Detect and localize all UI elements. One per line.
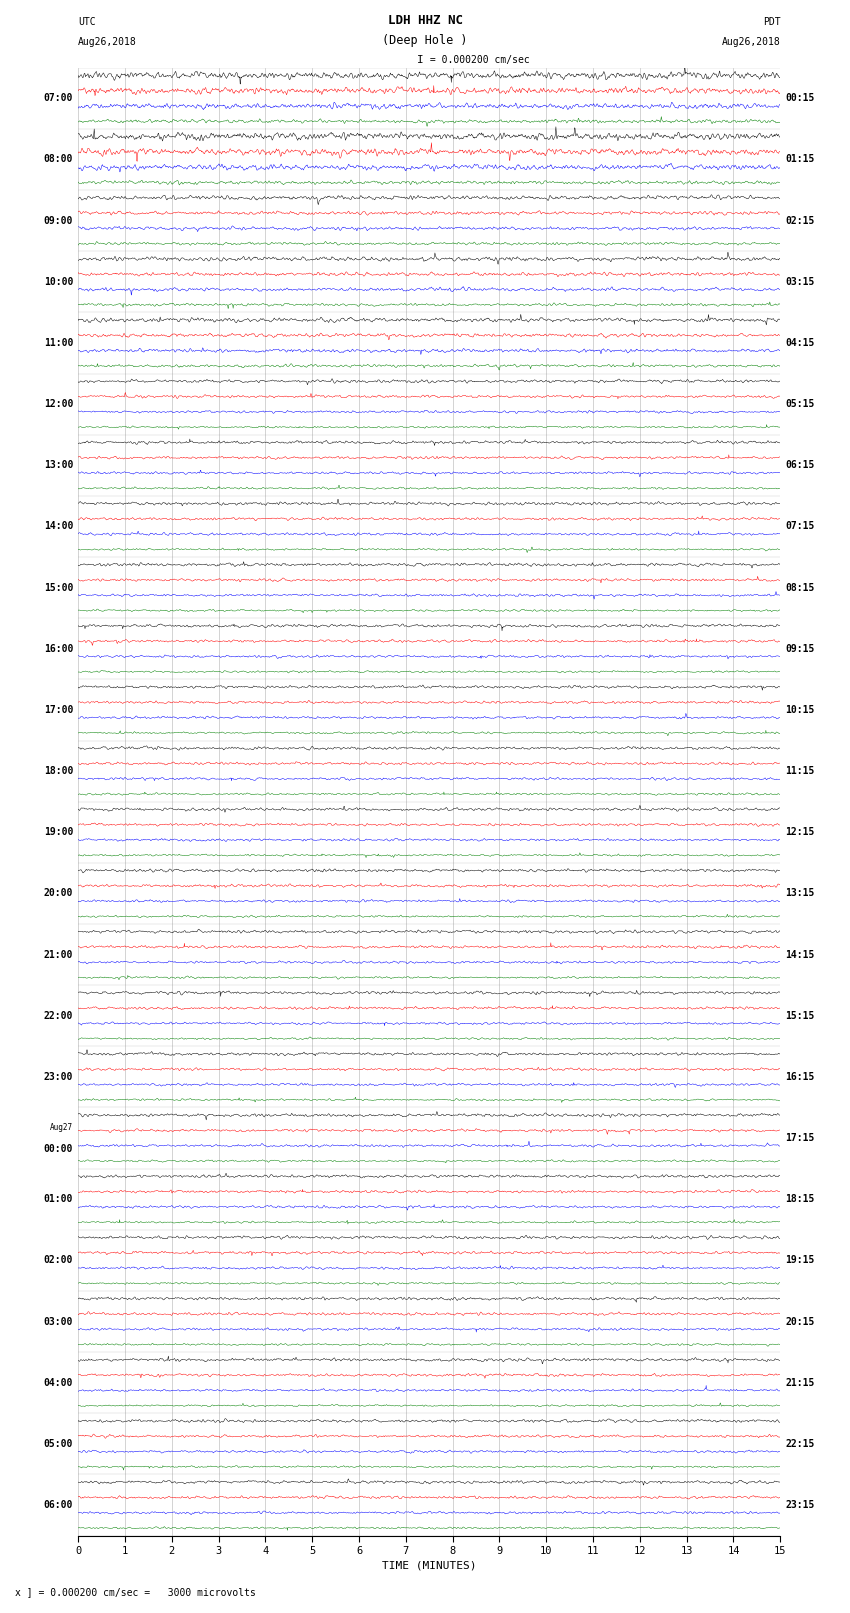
Text: 04:15: 04:15 (785, 339, 815, 348)
Text: 10:00: 10:00 (43, 277, 73, 287)
Text: 19:00: 19:00 (43, 827, 73, 837)
Text: Aug26,2018: Aug26,2018 (722, 37, 780, 47)
Text: 12:15: 12:15 (785, 827, 815, 837)
Text: Aug26,2018: Aug26,2018 (78, 37, 137, 47)
Text: I: I (416, 55, 423, 65)
Text: x ] = 0.000200 cm/sec =   3000 microvolts: x ] = 0.000200 cm/sec = 3000 microvolts (15, 1587, 256, 1597)
Text: 03:15: 03:15 (785, 277, 815, 287)
Text: = 0.000200 cm/sec: = 0.000200 cm/sec (424, 55, 530, 65)
Text: Aug27: Aug27 (50, 1123, 73, 1132)
Text: 02:15: 02:15 (785, 216, 815, 226)
Text: 14:15: 14:15 (785, 950, 815, 960)
X-axis label: TIME (MINUTES): TIME (MINUTES) (382, 1560, 477, 1569)
Text: 06:15: 06:15 (785, 460, 815, 471)
Text: 22:00: 22:00 (43, 1011, 73, 1021)
Text: 01:00: 01:00 (43, 1194, 73, 1205)
Text: 08:00: 08:00 (43, 155, 73, 165)
Text: 18:00: 18:00 (43, 766, 73, 776)
Text: 18:15: 18:15 (785, 1194, 815, 1205)
Text: 10:15: 10:15 (785, 705, 815, 715)
Text: 12:00: 12:00 (43, 398, 73, 410)
Text: UTC: UTC (78, 18, 96, 27)
Text: 23:15: 23:15 (785, 1500, 815, 1510)
Text: 15:00: 15:00 (43, 582, 73, 592)
Text: 07:15: 07:15 (785, 521, 815, 531)
Text: 08:15: 08:15 (785, 582, 815, 592)
Text: LDH HHZ NC: LDH HHZ NC (388, 15, 462, 27)
Text: 11:15: 11:15 (785, 766, 815, 776)
Text: 05:15: 05:15 (785, 398, 815, 410)
Text: PDT: PDT (762, 18, 780, 27)
Text: 05:00: 05:00 (43, 1439, 73, 1448)
Text: 20:15: 20:15 (785, 1316, 815, 1326)
Text: 16:00: 16:00 (43, 644, 73, 653)
Text: 04:00: 04:00 (43, 1378, 73, 1387)
Text: 09:15: 09:15 (785, 644, 815, 653)
Text: 00:00: 00:00 (43, 1145, 73, 1155)
Text: 22:15: 22:15 (785, 1439, 815, 1448)
Text: 20:00: 20:00 (43, 889, 73, 898)
Text: 03:00: 03:00 (43, 1316, 73, 1326)
Text: 15:15: 15:15 (785, 1011, 815, 1021)
Text: 23:00: 23:00 (43, 1073, 73, 1082)
Text: 13:00: 13:00 (43, 460, 73, 471)
Text: 09:00: 09:00 (43, 216, 73, 226)
Text: 17:00: 17:00 (43, 705, 73, 715)
Text: (Deep Hole ): (Deep Hole ) (382, 34, 468, 47)
Text: 06:00: 06:00 (43, 1500, 73, 1510)
Text: 21:00: 21:00 (43, 950, 73, 960)
Text: 13:15: 13:15 (785, 889, 815, 898)
Text: 16:15: 16:15 (785, 1073, 815, 1082)
Text: 00:15: 00:15 (785, 94, 815, 103)
Text: 17:15: 17:15 (785, 1132, 815, 1144)
Text: 07:00: 07:00 (43, 94, 73, 103)
Text: 14:00: 14:00 (43, 521, 73, 531)
Text: 21:15: 21:15 (785, 1378, 815, 1387)
Text: 11:00: 11:00 (43, 339, 73, 348)
Text: 19:15: 19:15 (785, 1255, 815, 1265)
Text: 01:15: 01:15 (785, 155, 815, 165)
Text: 02:00: 02:00 (43, 1255, 73, 1265)
